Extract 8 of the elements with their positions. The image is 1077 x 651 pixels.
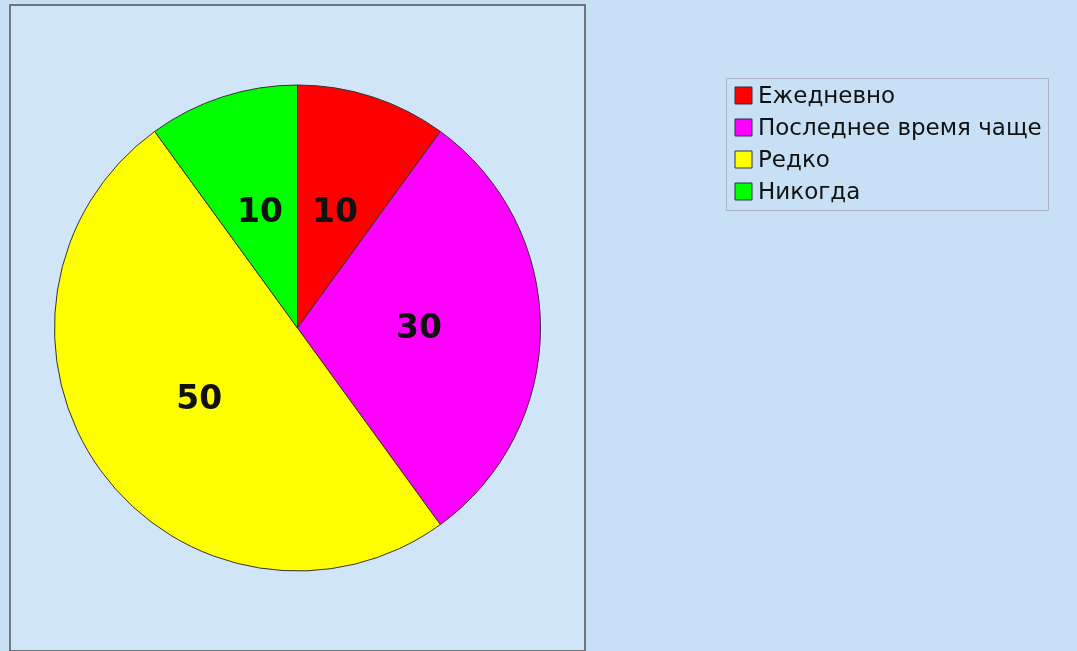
- legend-label: Ежедневно: [758, 81, 896, 108]
- legend-label: Никогда: [758, 177, 861, 204]
- legend-label: Редко: [758, 145, 830, 172]
- data-label: 10: [312, 191, 359, 231]
- legend-label: Последнее время чаще: [758, 113, 1042, 140]
- data-label: 10: [236, 191, 283, 231]
- data-label: 30: [396, 307, 442, 346]
- data-label: 50: [176, 378, 223, 418]
